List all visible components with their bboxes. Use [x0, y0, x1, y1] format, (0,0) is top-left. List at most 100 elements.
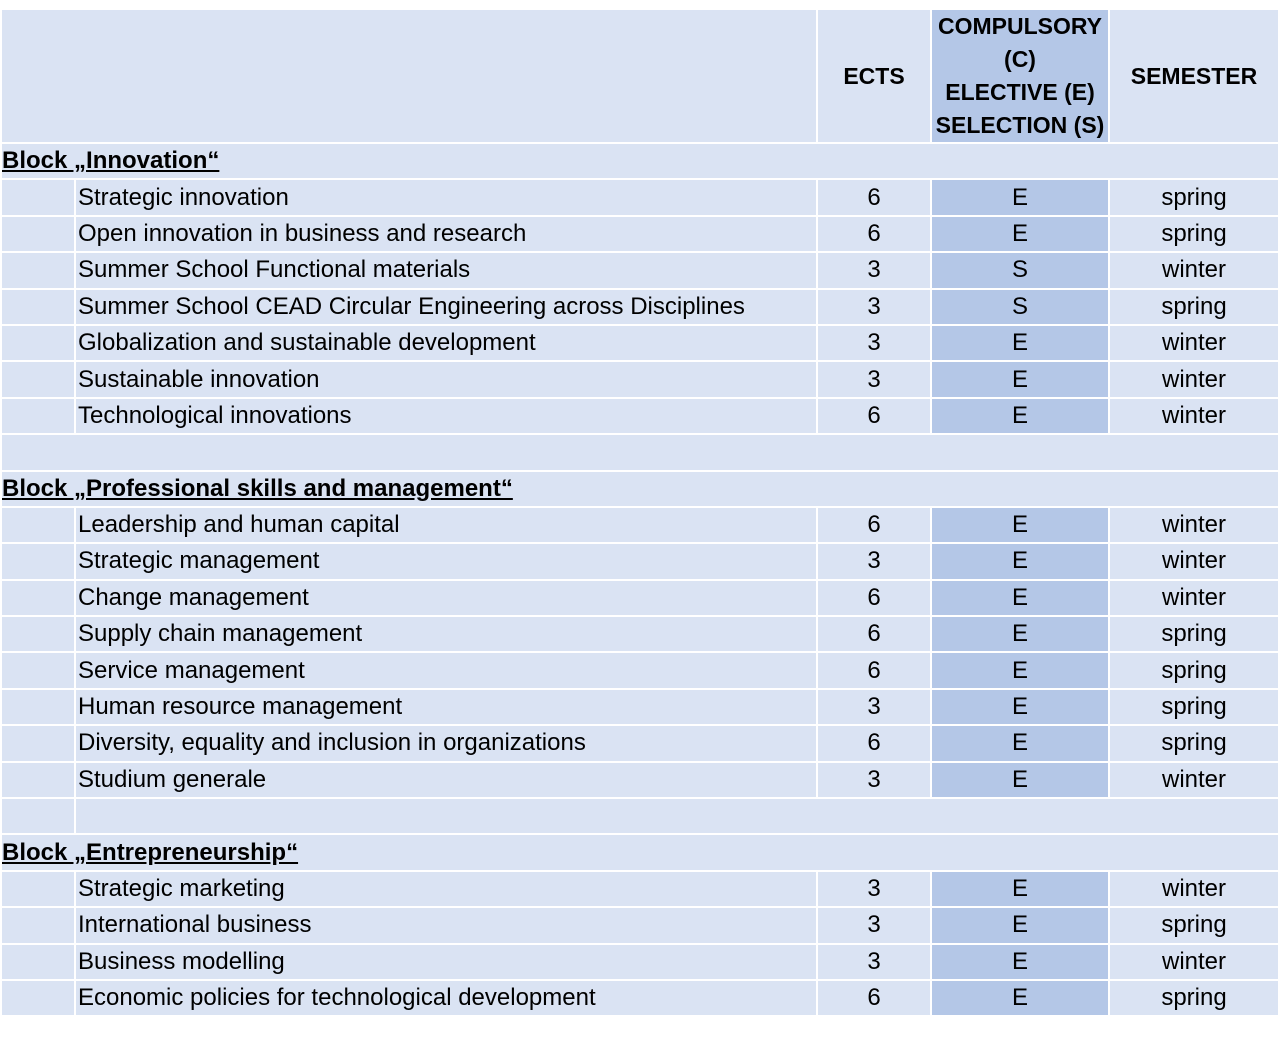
course-ects: 6	[818, 726, 930, 761]
spacer-row	[2, 799, 1278, 834]
course-semester: spring	[1110, 689, 1278, 725]
course-name: Studium generale	[76, 762, 816, 798]
course-semester: winter	[1110, 325, 1278, 361]
course-type: E	[932, 689, 1108, 725]
course-ects: 6	[818, 507, 930, 543]
course-ects: 3	[818, 689, 930, 725]
course-type: E	[932, 362, 1108, 397]
indent-cell	[2, 871, 74, 907]
course-type: S	[932, 253, 1108, 288]
indent-cell	[2, 653, 74, 688]
header-type-line: SELECTION (S)	[935, 112, 1105, 138]
course-semester: winter	[1110, 362, 1278, 397]
course-ects: 6	[818, 180, 930, 215]
course-type: E	[932, 617, 1108, 652]
course-type: E	[932, 325, 1108, 361]
indent-cell	[2, 507, 74, 543]
indent-cell	[2, 726, 74, 761]
indent-cell	[2, 580, 74, 616]
course-name: Technological innovations	[76, 398, 816, 434]
course-type: E	[932, 908, 1108, 943]
header-row: ECTS COMPULSORY (C) ELECTIVE (E) SELECTI…	[2, 10, 1278, 142]
indent-cell	[2, 289, 74, 324]
course-ects: 6	[818, 580, 930, 616]
course-name: Change management	[76, 580, 816, 616]
indent-cell	[2, 253, 74, 288]
header-ects: ECTS	[818, 10, 930, 142]
course-semester: winter	[1110, 507, 1278, 543]
course-name: Human resource management	[76, 689, 816, 725]
indent-cell	[2, 325, 74, 361]
course-type: S	[932, 289, 1108, 324]
spacer-cell	[2, 435, 1278, 470]
course-name: Strategic marketing	[76, 871, 816, 907]
block-header-row: Block „Professional skills and managemen…	[2, 471, 1278, 506]
course-table: ECTS COMPULSORY (C) ELECTIVE (E) SELECTI…	[0, 8, 1280, 1017]
course-type: E	[932, 980, 1108, 1016]
course-ects: 6	[818, 653, 930, 688]
indent-cell	[2, 544, 74, 579]
course-ects: 6	[818, 617, 930, 652]
indent-cell	[2, 398, 74, 434]
course-semester: winter	[1110, 871, 1278, 907]
block-title: Block „Innovation“	[2, 144, 1278, 179]
course-semester: spring	[1110, 216, 1278, 252]
header-type-line: (C)	[1004, 46, 1036, 72]
course-name: Sustainable innovation	[76, 362, 816, 397]
course-name: Summer School Functional materials	[76, 253, 816, 288]
indent-cell	[2, 944, 74, 979]
course-ects: 3	[818, 544, 930, 579]
course-row: Diversity, equality and inclusion in org…	[2, 726, 1278, 761]
course-ects: 6	[818, 398, 930, 434]
spacer-cell	[76, 799, 1278, 834]
course-semester: spring	[1110, 726, 1278, 761]
indent-cell	[2, 689, 74, 725]
block-header-row: Block „Innovation“	[2, 144, 1278, 179]
course-ects: 6	[818, 216, 930, 252]
course-semester: winter	[1110, 944, 1278, 979]
course-semester: spring	[1110, 980, 1278, 1016]
header-type-line: COMPULSORY	[938, 13, 1102, 39]
course-semester: winter	[1110, 544, 1278, 579]
header-blank-cell	[2, 10, 816, 142]
indent-cell	[2, 216, 74, 252]
course-name: Diversity, equality and inclusion in org…	[76, 726, 816, 761]
course-name: Globalization and sustainable developmen…	[76, 325, 816, 361]
course-semester: spring	[1110, 653, 1278, 688]
course-name: Economic policies for technological deve…	[76, 980, 816, 1016]
course-row: Globalization and sustainable developmen…	[2, 325, 1278, 361]
course-type: E	[932, 762, 1108, 798]
course-row: Open innovation in business and research…	[2, 216, 1278, 252]
spacer-cell	[2, 799, 74, 834]
course-semester: winter	[1110, 398, 1278, 434]
course-name: Open innovation in business and research	[76, 216, 816, 252]
course-semester: winter	[1110, 762, 1278, 798]
course-semester: spring	[1110, 908, 1278, 943]
indent-cell	[2, 617, 74, 652]
course-ects: 6	[818, 980, 930, 1016]
course-ects: 3	[818, 362, 930, 397]
course-name: Summer School CEAD Circular Engineering …	[76, 289, 816, 324]
indent-cell	[2, 362, 74, 397]
course-semester: spring	[1110, 617, 1278, 652]
course-semester: winter	[1110, 580, 1278, 616]
course-row: Summer School CEAD Circular Engineering …	[2, 289, 1278, 324]
indent-cell	[2, 908, 74, 943]
indent-cell	[2, 180, 74, 215]
course-name: Strategic management	[76, 544, 816, 579]
course-type: E	[932, 544, 1108, 579]
course-type: E	[932, 871, 1108, 907]
spacer-row	[2, 435, 1278, 470]
block-title: Block „Entrepreneurship“	[2, 835, 1278, 870]
course-ects: 3	[818, 908, 930, 943]
